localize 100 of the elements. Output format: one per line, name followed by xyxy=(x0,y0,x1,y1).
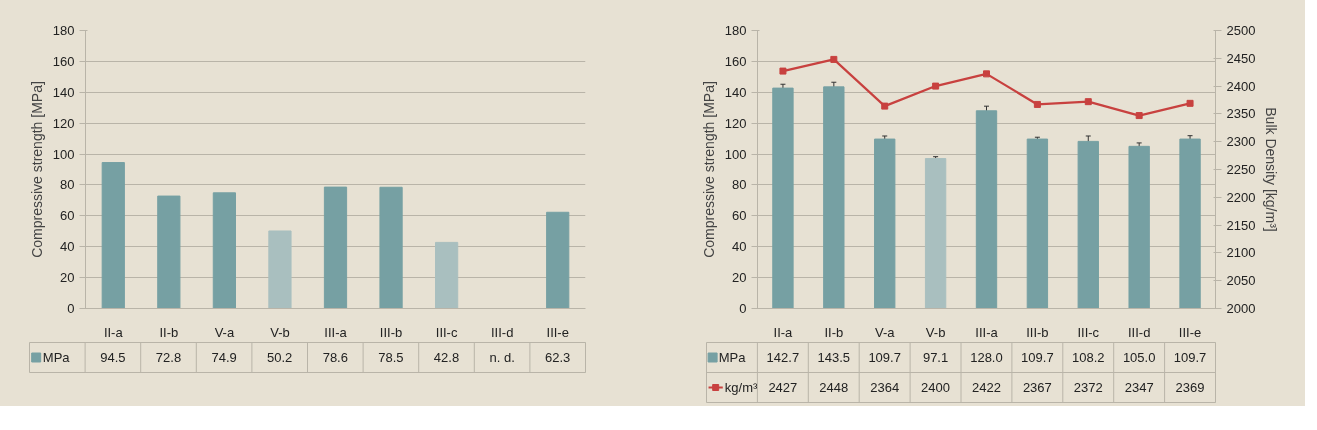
y-tick-label: 20 xyxy=(732,270,747,286)
data-label: 2427 xyxy=(768,380,798,395)
y-tick-label: 0 xyxy=(739,301,747,316)
point xyxy=(1084,98,1092,106)
data-label: 2372 xyxy=(1073,380,1103,395)
data-label: 128.0 xyxy=(970,350,1003,365)
y-tick-label: 120 xyxy=(52,115,75,131)
legend-label: kg/m³ xyxy=(724,380,758,395)
y-tick-label: 60 xyxy=(732,208,747,224)
point xyxy=(983,70,990,78)
y2-tick-label: 2300 xyxy=(1226,134,1256,150)
y2-tick-label: 2100 xyxy=(1226,245,1256,261)
bar xyxy=(823,86,845,309)
x-tick-label: III-a xyxy=(975,324,999,340)
x-tick-label: III-d xyxy=(490,324,514,340)
data-label: 142.7 xyxy=(766,350,800,365)
data-label: 2369 xyxy=(1175,380,1205,395)
data-label: 94.5 xyxy=(100,350,126,365)
x-tick-label: II-a xyxy=(103,324,124,340)
y2-tick-label: 2050 xyxy=(1226,273,1256,289)
y-tick-label: 20 xyxy=(60,270,75,286)
data-label: 97.1 xyxy=(922,350,949,365)
bar xyxy=(268,230,292,309)
data-label: 2364 xyxy=(870,380,900,395)
bar xyxy=(975,110,998,309)
y-tick-label: 80 xyxy=(60,177,75,193)
point xyxy=(1186,99,1194,107)
bar xyxy=(874,138,896,309)
bar xyxy=(379,186,403,309)
data-label: 42.8 xyxy=(433,350,460,365)
data-label: 74.9 xyxy=(211,350,237,365)
data-label: 2448 xyxy=(819,380,849,395)
y-tick-label: 40 xyxy=(60,239,75,255)
bar xyxy=(157,195,181,309)
y-tick-label: 140 xyxy=(52,84,75,100)
data-label: 105.0 xyxy=(1122,350,1156,365)
y2-tick-label: 2350 xyxy=(1226,106,1256,122)
x-tick-label: III-b xyxy=(379,324,403,340)
y-tick-label: 120 xyxy=(724,115,747,131)
legend-label: MPa xyxy=(718,350,747,365)
x-tick-label: II-b xyxy=(159,324,179,340)
bar xyxy=(435,241,459,309)
y2-tick-label: 2000 xyxy=(1226,301,1256,316)
data-label: 109.7 xyxy=(1173,350,1207,365)
y2-axis-title: Bulk Density [kg/m³] xyxy=(1263,107,1280,232)
y2-tick-label: 2150 xyxy=(1226,217,1256,233)
bar xyxy=(1077,140,1099,309)
y-tick-label: 60 xyxy=(60,208,75,224)
data-label: 108.2 xyxy=(1071,350,1105,365)
data-label: 78.5 xyxy=(378,350,404,365)
bar xyxy=(924,158,947,309)
point xyxy=(830,55,838,63)
data-label: 109.7 xyxy=(868,350,901,365)
data-label: 72.8 xyxy=(155,350,182,365)
y-tick-label: 0 xyxy=(67,301,75,316)
data-label: 2422 xyxy=(971,380,1001,395)
x-tick-label: II-a xyxy=(773,324,794,340)
y-tick-label: 180 xyxy=(52,23,75,38)
y2-tick-label: 2450 xyxy=(1226,50,1256,66)
point xyxy=(1033,100,1041,108)
y-axis-title: Compressive strength [MPa] xyxy=(28,81,45,258)
point xyxy=(881,102,889,110)
y-axis-title: Compressive strength [MPa] xyxy=(700,81,717,258)
bar xyxy=(1026,138,1049,309)
data-label: 2347 xyxy=(1124,380,1154,395)
y-tick-label: 40 xyxy=(732,239,747,255)
y2-tick-label: 2400 xyxy=(1226,78,1256,94)
data-label: 2400 xyxy=(921,380,951,395)
x-tick-label: III-e xyxy=(546,324,569,340)
x-tick-label: III-b xyxy=(1026,324,1049,340)
y-tick-label: 100 xyxy=(724,146,747,162)
y-tick-label: 160 xyxy=(52,53,75,69)
x-tick-label: II-b xyxy=(824,324,844,340)
y-tick-label: 100 xyxy=(52,146,75,162)
x-tick-label: III-d xyxy=(1127,324,1151,340)
x-tick-label: III-a xyxy=(324,324,348,340)
y2-tick-label: 2500 xyxy=(1226,23,1256,38)
data-label: 62.3 xyxy=(545,350,571,365)
data-label: 78.6 xyxy=(322,350,348,365)
bar xyxy=(1128,145,1150,309)
bar xyxy=(101,162,125,309)
x-tick-label: III-e xyxy=(1178,324,1202,340)
point xyxy=(932,82,940,90)
y2-tick-label: 2200 xyxy=(1226,189,1256,205)
point xyxy=(779,67,787,75)
y2-tick-label: 2250 xyxy=(1226,162,1256,177)
bar xyxy=(772,87,794,309)
y-tick-label: 160 xyxy=(724,53,747,69)
text: n. d. xyxy=(489,350,515,365)
x-tick-label: V-a xyxy=(874,324,896,340)
data-label: 2367 xyxy=(1022,380,1052,395)
y-tick-label: 180 xyxy=(724,23,747,38)
bar xyxy=(546,211,570,309)
point xyxy=(1135,112,1143,120)
bar xyxy=(1179,138,1201,309)
x-tick-label: V-a xyxy=(214,324,235,340)
y-tick-label: 80 xyxy=(732,177,747,193)
bar xyxy=(323,186,348,309)
y-tick-label: 140 xyxy=(724,84,747,100)
legend-label: MPa xyxy=(42,350,71,365)
